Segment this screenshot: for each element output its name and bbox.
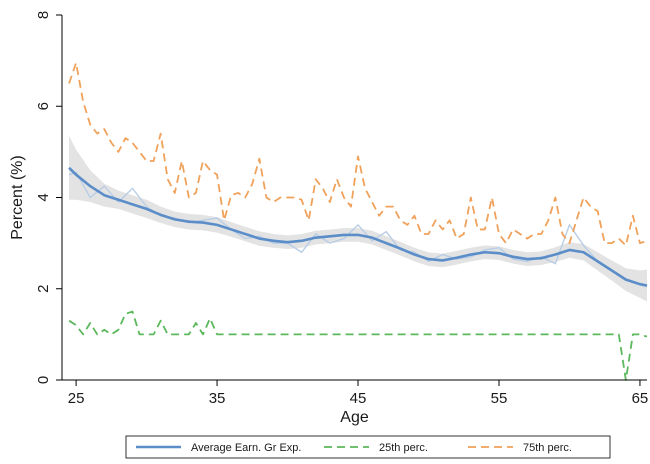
x-axis-title: Age [340, 409, 369, 426]
axes-layer: 0 2 4 6 8 25 35 45 55 65 [35, 11, 648, 407]
legend-label: 75th perc. [523, 442, 572, 454]
y-tick-label: 0 [35, 376, 52, 384]
y-tick-label: 4 [35, 193, 52, 201]
y-tick-label: 6 [35, 102, 52, 110]
series-line-25th-perc [68, 310, 648, 381]
x-tick-label: 35 [209, 390, 226, 407]
y-tick-label: 8 [35, 11, 52, 19]
x-tick-label: 25 [68, 390, 85, 407]
x-tick-label: 45 [350, 390, 367, 407]
series-layer [68, 62, 648, 381]
legend: Average Earn. Gr Exp. 25th perc. 75th perc… [125, 435, 611, 459]
series-line-average-earn-gr-exp [68, 166, 648, 287]
x-tick-label: 65 [632, 390, 649, 407]
y-tick-label: 2 [35, 285, 52, 293]
y-axis-title: Percent (%) [9, 155, 26, 239]
confidence-band [69, 135, 648, 302]
legend-label: 25th perc. [379, 442, 428, 454]
confidence-band-layer [69, 135, 648, 302]
legend-label: Average Earn. Gr Exp. [191, 442, 301, 454]
series-line-75th-perc [68, 62, 648, 247]
x-tick-label: 55 [491, 390, 508, 407]
